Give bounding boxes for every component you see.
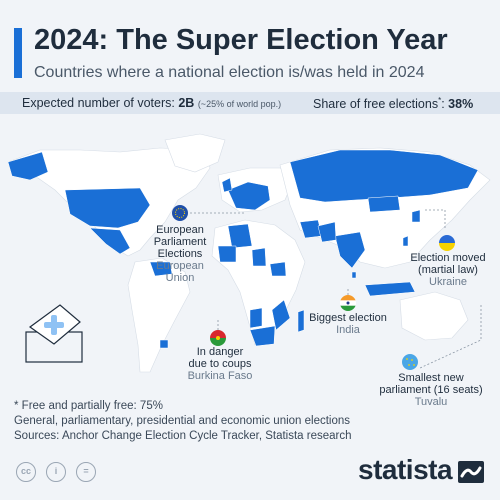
- madagascar: [297, 309, 305, 333]
- tuvalu-title-2: parliament (16 seats): [379, 384, 483, 396]
- attribution-icon[interactable]: i: [46, 462, 66, 482]
- chad: [251, 247, 267, 267]
- annotation-ukraine: Election moved (martial law) Ukraine: [402, 252, 494, 288]
- mexico: [89, 227, 131, 255]
- mali: [217, 245, 237, 263]
- usa: [64, 187, 151, 229]
- russia: [289, 149, 479, 203]
- voters-label: Expected number of voters:: [22, 96, 175, 110]
- annotation-burkina: In danger due to coups Burkina Faso: [184, 346, 256, 382]
- eu-title-2: Parliament: [153, 236, 207, 248]
- south-america: [127, 257, 191, 373]
- footer-sources: Sources: Anchor Change Election Cycle Tr…: [14, 430, 352, 442]
- tuvalu-title-1: Smallest new: [398, 372, 464, 384]
- ballot-box-icon: [25, 304, 83, 363]
- mozambique: [271, 299, 291, 331]
- free-value: 38%: [448, 97, 474, 112]
- annotation-tuvalu: Smallest new parliament (16 seats) Tuval…: [366, 372, 496, 408]
- greenland: [164, 133, 226, 173]
- ukraine-title-1: Election moved: [410, 252, 486, 264]
- page-title: 2024: The Super Election Year: [34, 24, 448, 56]
- ukraine-subtitle: Ukraine: [429, 276, 467, 288]
- tuvalu-subtitle: Tuvalu: [414, 396, 448, 408]
- south-korea: [411, 209, 421, 223]
- eu-flag-icon: [172, 205, 188, 221]
- voters-note: (~25% of world pop.): [197, 99, 282, 109]
- algeria: [227, 223, 253, 249]
- statista-logo-icon: [458, 461, 484, 483]
- burkina-title-1: In danger: [196, 346, 244, 358]
- free-colon: :: [441, 97, 445, 112]
- stats-bar: Expected number of voters: 2B (~25% of w…: [0, 92, 500, 114]
- footer-description: General, parliamentary, presidential and…: [14, 415, 351, 427]
- eu-title-3: Elections: [157, 248, 203, 260]
- eu-subtitle-2: Union: [165, 272, 195, 284]
- annotation-eu: European Parliament Elections European U…: [146, 224, 214, 284]
- venezuela: [149, 261, 173, 277]
- india-subtitle: India: [336, 324, 360, 336]
- burkina-flag-icon: [210, 330, 226, 346]
- title-accent-bar: [14, 28, 22, 78]
- page-subtitle: Countries where a national election is/w…: [34, 64, 425, 81]
- free-stat: Share of free elections*: 38%: [313, 96, 473, 111]
- voters-value: 2B: [178, 96, 195, 110]
- australia: [399, 291, 469, 341]
- connector-lines: [190, 209, 482, 369]
- eu-subtitle-1: European: [156, 260, 204, 272]
- sri-lanka: [351, 271, 357, 279]
- statista-logo[interactable]: statista: [358, 454, 453, 485]
- south-sudan: [269, 261, 287, 277]
- voters-stat: Expected number of voters: 2B (~25% of w…: [22, 96, 281, 110]
- india-flag-icon: [340, 295, 356, 311]
- eu-states: [227, 181, 271, 211]
- eu-title-1: European: [156, 224, 204, 236]
- india-title: Biggest election: [309, 312, 387, 324]
- south-africa: [249, 325, 276, 347]
- countries-with-election: [7, 149, 479, 349]
- free-label: Share of free elections: [313, 97, 439, 112]
- no-derivatives-icon[interactable]: =: [76, 462, 96, 482]
- burkina-title-2: due to coups: [188, 358, 252, 370]
- world-map: [7, 133, 491, 373]
- creative-commons-icon[interactable]: cc: [16, 462, 36, 482]
- alaska: [7, 151, 49, 181]
- indonesia: [364, 281, 416, 297]
- mongolia: [367, 195, 401, 213]
- ukraine-flag-icon: [439, 235, 455, 251]
- tuvalu-flag-icon: [402, 354, 418, 370]
- pakistan: [317, 221, 337, 243]
- namibia: [249, 307, 263, 329]
- annotation-india: Biggest election India: [304, 312, 392, 336]
- flag-icons: [172, 205, 455, 370]
- uruguay: [159, 339, 169, 349]
- india: [334, 231, 366, 269]
- free-marker: *: [438, 96, 442, 105]
- footnote: * Free and partially free: 75%: [14, 400, 163, 412]
- burkina-subtitle: Burkina Faso: [187, 370, 253, 382]
- ukraine-title-2: (martial law): [418, 264, 478, 276]
- uk: [221, 177, 233, 193]
- taiwan: [402, 235, 409, 247]
